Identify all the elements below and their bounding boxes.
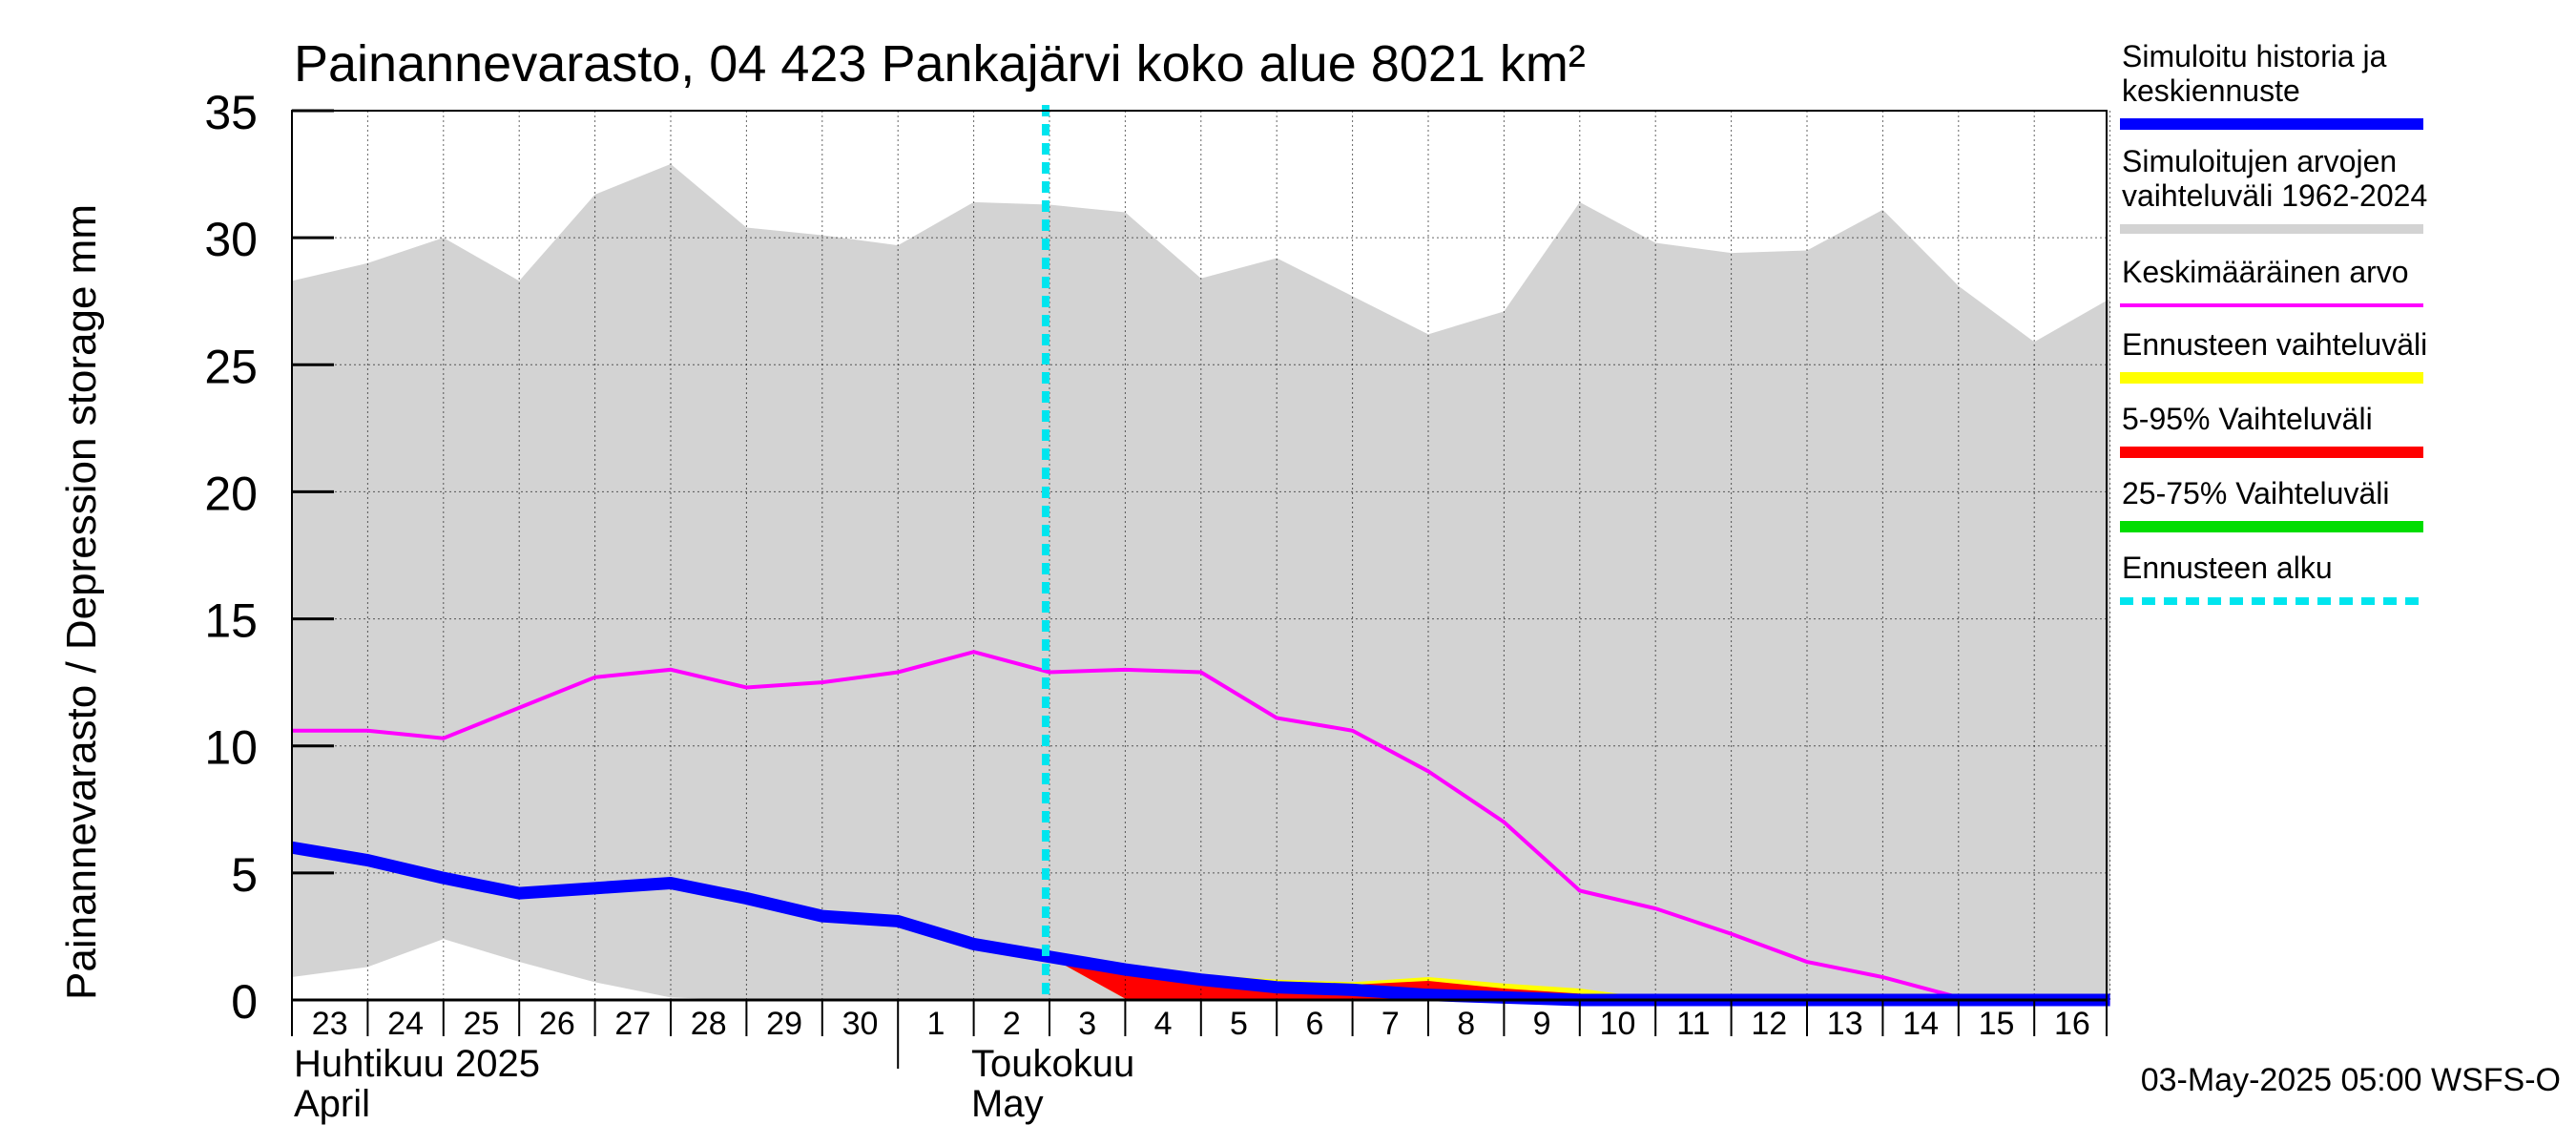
x-tick-label: 24 [387,1006,424,1042]
month-label-may-en: May [971,1083,1044,1125]
y-tick-label: 15 [204,594,258,648]
x-tick-label: 1 [926,1006,945,1042]
legend-label: Simuloitujen arvojen [2122,144,2397,178]
x-tick-label: 28 [691,1006,727,1042]
x-tick-label: 9 [1533,1006,1551,1042]
x-tick-label: 8 [1457,1006,1475,1042]
x-tick-label: 27 [614,1006,651,1042]
x-tick-label: 3 [1078,1006,1096,1042]
x-tick-label: 4 [1154,1006,1173,1042]
grid-layer [292,111,2111,1000]
x-tick-label: 2 [1003,1006,1021,1042]
range-band [292,163,2110,1001]
legend-label: vaihteluväli 1962-2024 [2122,178,2427,213]
y-tick-label: 20 [204,467,258,520]
legend-label: Keskimääräinen arvo [2122,255,2409,289]
month-label-april-fi: Huhtikuu 2025 [294,1043,540,1085]
x-tick-label: 12 [1751,1006,1787,1042]
x-tick-label: 6 [1305,1006,1323,1042]
x-tick-label: 26 [539,1006,575,1042]
x-tick-label: 25 [464,1006,500,1042]
y-axis-label: Painannevarasto / Depression storage mm [58,204,105,1000]
legend-label: 25-75% Vaihteluväli [2122,476,2389,510]
y-tick-label: 0 [231,975,258,1029]
y-tick-label: 30 [204,213,258,266]
legend-label: keskiennuste [2122,73,2300,108]
x-tick-label: 11 [1676,1006,1710,1042]
x-tick-label: 7 [1381,1006,1400,1042]
y-tick-label: 10 [204,721,258,775]
legend-label: Ennusteen vaihteluväli [2122,327,2427,362]
chart-title: Painannevarasto, 04 423 Pankajärvi koko … [294,35,1586,93]
footer-timestamp: 03-May-2025 05:00 WSFS-O [2141,1062,2561,1098]
legend-label: Simuloitu historia ja [2122,39,2387,73]
x-tick-label: 30 [842,1006,879,1042]
x-tick-label: 13 [1827,1006,1863,1042]
y-tick-label: 5 [231,848,258,902]
x-tick-label: 14 [1902,1006,1939,1042]
month-label-may-fi: Toukokuu [971,1043,1134,1085]
month-label-april-en: April [294,1083,370,1125]
x-tick-label: 5 [1230,1006,1248,1042]
legend-label: Ennusteen alku [2122,551,2333,585]
y-tick-label: 25 [204,340,258,393]
x-tick-label: 10 [1600,1006,1636,1042]
y-tick-label: 35 [204,86,258,139]
x-tick-label: 29 [766,1006,802,1042]
x-tick-label: 16 [2054,1006,2090,1042]
mean-line [292,650,2110,1005]
legend-label: 5-95% Vaihteluväli [2122,402,2373,436]
x-tick-label: 23 [312,1006,348,1042]
x-tick-label: 15 [1979,1006,2015,1042]
